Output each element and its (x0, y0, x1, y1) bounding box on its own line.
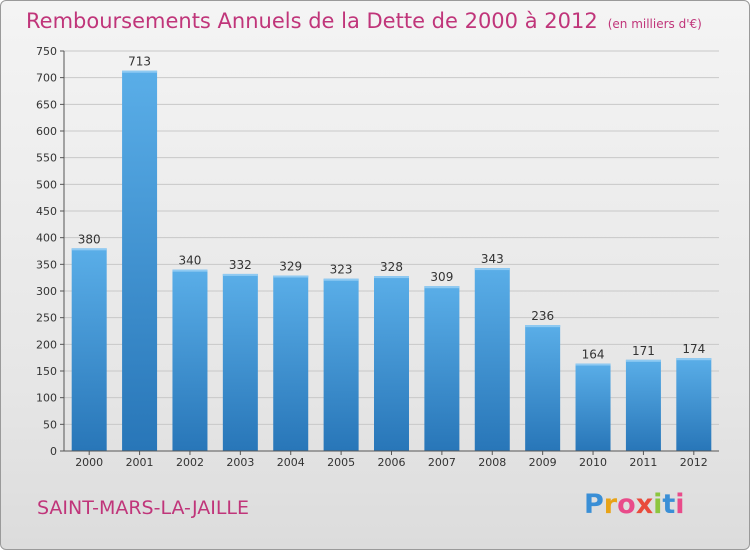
y-tick-label: 200 (36, 338, 57, 351)
bars (71, 70, 712, 451)
y-tick-label: 550 (36, 152, 57, 165)
chart-title-text: Remboursements Annuels de la Dette de 20… (26, 9, 598, 33)
x-tick-label-2011: 2011 (629, 456, 657, 469)
y-tick-label: 100 (36, 392, 57, 405)
bar-highlight (625, 359, 661, 362)
commune-name: SAINT-MARS-LA-JAILLE (37, 497, 250, 519)
data-label-2005: 323 (330, 263, 353, 277)
bar-2009 (525, 325, 561, 451)
y-tick-label: 250 (36, 312, 57, 325)
data-label-2012: 174 (682, 342, 705, 356)
bar-highlight (424, 286, 460, 289)
x-tick-label-2012: 2012 (680, 456, 708, 469)
bar-2011 (625, 359, 661, 451)
x-tick-label-2006: 2006 (378, 456, 406, 469)
logo-letter: o (617, 489, 636, 520)
logo-letter: P (584, 489, 604, 520)
y-tick-label: 600 (36, 125, 57, 138)
bar-highlight (575, 363, 611, 366)
data-label-2001: 713 (128, 55, 151, 69)
bar-highlight (273, 275, 309, 278)
data-label-2002: 340 (179, 254, 202, 268)
x-tick-label-2007: 2007 (428, 456, 456, 469)
bar-highlight (71, 248, 107, 251)
y-tick-label: 50 (43, 418, 57, 431)
bar-2001 (122, 70, 158, 451)
y-tick-label: 650 (36, 98, 57, 111)
bar-2000 (71, 248, 107, 451)
data-label-2008: 343 (481, 252, 504, 266)
axes (60, 50, 719, 455)
bar-2012 (676, 358, 712, 451)
bar-2002 (172, 269, 208, 451)
x-tick-label-2003: 2003 (226, 456, 254, 469)
y-tick-label: 350 (36, 258, 57, 271)
y-tick-label: 450 (36, 205, 57, 218)
bar-highlight (676, 358, 712, 361)
data-label-2006: 328 (380, 260, 403, 274)
bar-highlight (525, 325, 561, 328)
y-tick-label: 750 (36, 45, 57, 58)
labels: 0 50 100 150 200 250 300 350 400 450 500 550 600 650 7… (36, 45, 708, 469)
logo-letter: t (662, 489, 676, 520)
data-label-2003: 332 (229, 258, 252, 272)
bar-highlight (374, 276, 409, 279)
bar-highlight (172, 269, 208, 272)
proxiti-logo: Proxiti (584, 489, 685, 520)
x-tick-label-2005: 2005 (327, 456, 355, 469)
y-tick-label: 500 (36, 178, 57, 191)
y-tick-label: 700 (36, 72, 57, 85)
y-tick-label: 300 (36, 285, 57, 298)
bar-highlight (222, 273, 258, 276)
bar-2010 (575, 363, 611, 451)
x-tick-label-2009: 2009 (529, 456, 557, 469)
bar-2008 (474, 268, 510, 451)
x-tick-label-2004: 2004 (277, 456, 305, 469)
bar-2005 (323, 278, 359, 451)
bar-2003 (222, 273, 258, 451)
y-tick-label: 400 (36, 232, 57, 245)
bar-highlight (323, 278, 359, 281)
logo-letter: i (653, 489, 663, 520)
x-tick-label-2010: 2010 (579, 456, 607, 469)
bar-highlight (474, 268, 510, 271)
chart-subtitle: (en milliers d'€) (607, 17, 702, 31)
bar-highlight (122, 70, 158, 73)
y-tick-label: 150 (36, 365, 57, 378)
data-label-2000: 380 (78, 232, 101, 246)
data-label-2009: 236 (531, 309, 554, 323)
data-label-2004: 329 (279, 260, 302, 274)
data-label-2010: 164 (582, 348, 605, 362)
data-label-2011: 171 (632, 344, 655, 358)
x-tick-label-2000: 2000 (75, 456, 103, 469)
chart-title: Remboursements Annuels de la Dette de 20… (26, 9, 702, 33)
logo-letter: x (635, 489, 654, 520)
y-tick-label: 0 (50, 445, 57, 458)
x-tick-label-2002: 2002 (176, 456, 204, 469)
x-tick-label-2008: 2008 (478, 456, 506, 469)
logo-letter: r (603, 489, 618, 520)
bar-2007 (424, 286, 460, 451)
logo-letter: i (675, 489, 685, 520)
x-tick-label-2001: 2001 (126, 456, 154, 469)
bar-2004 (273, 275, 309, 451)
data-label-2007: 309 (430, 270, 453, 284)
bar-2006 (374, 276, 409, 451)
